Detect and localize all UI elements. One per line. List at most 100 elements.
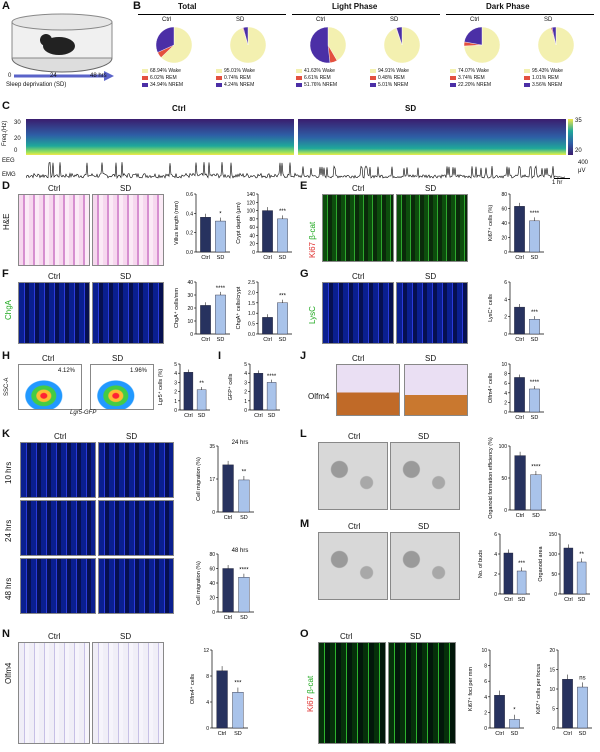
legend-text: 94.91% Wake — [378, 68, 409, 74]
y-tick-label: 2.0 — [248, 290, 255, 296]
significance-label: ** — [242, 469, 247, 475]
bar-ctrl — [503, 552, 514, 595]
y-tick-label: 0.2 — [186, 231, 193, 237]
y-tick-label: 10 — [549, 687, 555, 693]
bar-ctrl — [183, 372, 194, 411]
panel-I-label: I — [218, 350, 222, 362]
x-tick-label: Ctrl — [516, 513, 525, 519]
B-group-rule — [138, 14, 286, 15]
y-tick-label: 40 — [209, 581, 215, 587]
x-tick-label: Ctrl — [564, 597, 573, 603]
panel-F-label: F — [2, 268, 9, 280]
C-sd-title: SD — [405, 104, 417, 113]
significance-label: **** — [530, 380, 540, 386]
B-pie-sd — [537, 26, 575, 64]
significance-label: *** — [279, 294, 287, 300]
y-tick-label: 0 — [206, 726, 209, 732]
y-axis-label: GFP⁺ cells — [227, 373, 234, 400]
B-pie-sd-title: SD — [236, 17, 245, 23]
legend-text: 22.20% NREM — [458, 82, 492, 88]
significance-label: ns — [579, 675, 585, 681]
panel-B-label: B — [133, 0, 141, 12]
x-tick-label: Ctrl — [263, 255, 272, 261]
legend-text: 5.01% NREM — [378, 82, 409, 88]
C-ytick-20: 20 — [14, 136, 21, 142]
y-tick-label: 30 — [187, 293, 193, 299]
B-group-rule — [292, 14, 440, 15]
J-sd-image — [404, 364, 468, 416]
B-pie-sd-title: SD — [544, 17, 553, 23]
y-tick-label: 120 — [247, 200, 256, 206]
y-tick-label: 8 — [206, 674, 209, 680]
K-ctrl-10-image — [20, 442, 96, 498]
legend-text: 3.74% REM — [458, 75, 485, 81]
y-tick-label: 20 — [549, 648, 555, 654]
bar-sd — [232, 692, 244, 729]
B-legend-entry: 94.91% Wake — [370, 68, 409, 74]
y-axis-label: ChgA⁺ cells/crypt — [235, 286, 242, 329]
legend-text: 68.94% Wake — [150, 68, 181, 74]
legend-swatch — [142, 68, 148, 73]
pie-slice-wake — [160, 26, 193, 64]
B-pie-ctrl — [463, 26, 501, 64]
x-tick-label: SD — [217, 337, 225, 343]
x-tick-label: SD — [531, 255, 539, 261]
N-ctrl-image — [18, 642, 90, 744]
y-axis-label: Organoid area — [538, 545, 544, 581]
y-axis-label: Ki67⁺ cells (%) — [487, 205, 494, 242]
y-tick-label: 8 — [504, 372, 507, 378]
B-pie-ctrl — [309, 26, 347, 64]
H-ctrl-flow-plot — [18, 364, 82, 410]
bar-ctrl — [514, 306, 525, 335]
x-tick-label: SD — [531, 337, 539, 343]
y-tick-label: 0 — [504, 410, 507, 416]
legend-text: 6.02% REM — [150, 75, 177, 81]
legend-text: 6.61% REM — [304, 75, 331, 81]
legend-swatch — [216, 68, 222, 73]
spectrogram-sd — [298, 119, 566, 155]
y-tick-label: 0 — [504, 332, 507, 338]
D-ctrl-title: Ctrl — [48, 184, 61, 193]
x-tick-label: Ctrl — [184, 413, 193, 419]
y-axis-label: Olfm4⁺ cells — [189, 674, 196, 704]
x-tick-label: Ctrl — [254, 413, 263, 419]
legend-text: 0.48% REM — [378, 75, 405, 81]
y-tick-label: 0 — [504, 250, 507, 256]
x-tick-label: Ctrl — [515, 337, 524, 343]
B-legend-entry: 95.01% Wake — [216, 68, 255, 74]
bar-sd — [215, 220, 226, 253]
y-tick-label: 0.6 — [186, 192, 193, 198]
spectrogram-ctrl — [26, 119, 294, 155]
B-group-title: Dark Phase — [486, 2, 530, 11]
y-tick-label: 40 — [187, 280, 193, 286]
timeline-label: Sleep deprivation (SD) — [6, 82, 67, 88]
cb-tick-35: 35 — [575, 118, 582, 124]
pie-slice-wake — [327, 26, 347, 61]
y-tick-label: 60 — [209, 567, 215, 573]
bar-ctrl — [514, 206, 525, 253]
panel-K-label: K — [2, 428, 10, 440]
panel-H-label: H — [2, 350, 10, 362]
y-tick-label: 0 — [174, 408, 177, 414]
y-tick-label: 10 — [187, 319, 193, 325]
time-scale-bar — [554, 178, 570, 179]
bar-sd — [238, 479, 250, 513]
sleep-chamber-illustration — [11, 13, 114, 81]
legend-swatch — [370, 82, 376, 87]
y-axis-label: Ki67⁺ cells per focus — [535, 663, 542, 714]
y-tick-label: 0.0 — [248, 332, 255, 338]
x-tick-label: Ctrl — [563, 731, 572, 737]
B-pie-ctrl — [155, 26, 193, 64]
B-pie-ctrl-title: Ctrl — [162, 17, 172, 23]
y-tick-label: 10 — [481, 648, 487, 654]
legend-swatch — [142, 82, 148, 87]
C-ytick-0: 0 — [14, 148, 18, 154]
y-tick-label: 80 — [501, 192, 507, 198]
D-ctrl-image — [18, 194, 90, 266]
x-tick-label: Ctrl — [515, 255, 524, 261]
x-tick-label: SD — [579, 731, 587, 737]
x-tick-label: SD — [518, 597, 526, 603]
y-tick-label: 100 — [549, 552, 558, 558]
x-tick-label: Ctrl — [495, 731, 504, 737]
x-tick-label: SD — [578, 597, 586, 603]
